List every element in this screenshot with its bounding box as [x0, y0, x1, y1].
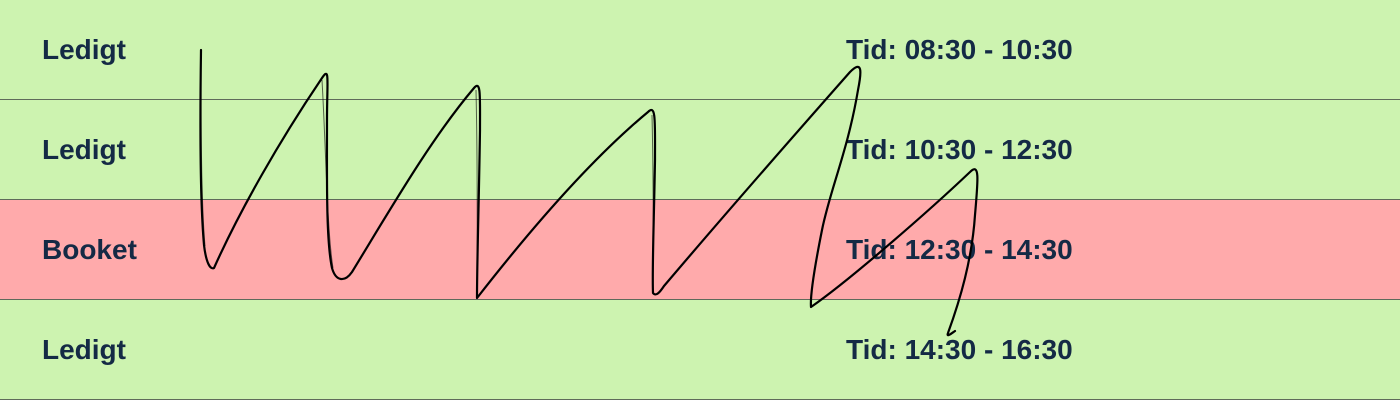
slot-status-label: Booket: [42, 233, 137, 265]
slot-time-label: Tid: 08:30 - 10:30: [846, 33, 1073, 65]
slot-status-label: Ledigt: [42, 333, 126, 365]
slot-status-label: Ledigt: [42, 133, 126, 165]
time-slot-row[interactable]: Ledigt Tid: 14:30 - 16:30: [0, 300, 1400, 400]
time-slot-row[interactable]: Ledigt Tid: 10:30 - 12:30: [0, 100, 1400, 200]
slot-time-label: Tid: 10:30 - 12:30: [846, 133, 1073, 165]
slot-status-label: Ledigt: [42, 33, 126, 65]
slot-time-label: Tid: 12:30 - 14:30: [846, 233, 1073, 265]
slot-time-label: Tid: 14:30 - 16:30: [846, 333, 1073, 365]
time-slot-row[interactable]: Ledigt Tid: 08:30 - 10:30: [0, 0, 1400, 100]
time-slot-row[interactable]: Booket Tid: 12:30 - 14:30: [0, 200, 1400, 300]
